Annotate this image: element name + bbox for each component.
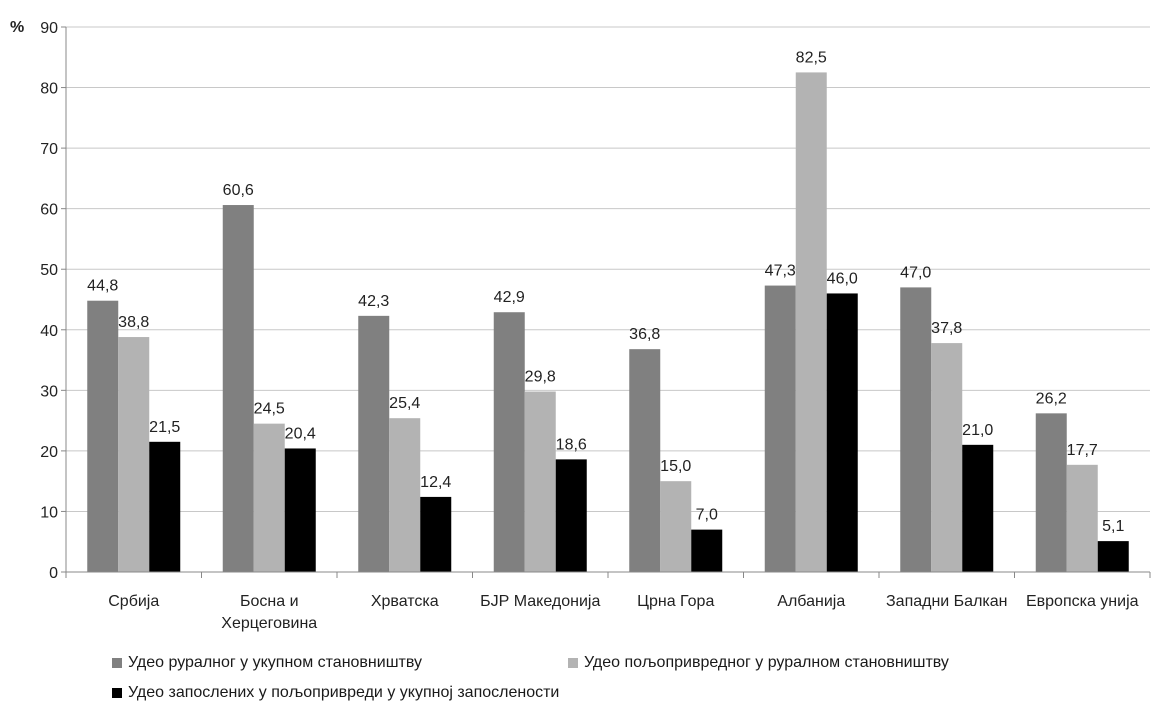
x-category-label: Црна Гора (637, 593, 714, 610)
data-label: 46,0 (827, 270, 858, 287)
bar (149, 441, 181, 572)
y-tick-label: 50 (40, 262, 58, 279)
bar (691, 529, 723, 572)
data-labels: 44,8 38,8 21,5 60,6 24,520,4 42,3 25,4 12,4 42,9… (87, 49, 1124, 535)
y-tick-label: 30 (40, 383, 58, 400)
bar (284, 448, 316, 572)
bar (900, 287, 932, 572)
data-label: 36,8 (629, 326, 660, 343)
legend-swatch-rural (112, 658, 122, 668)
bar-chart: % 0 10 20 30 40 50 60 70 80 90 44,8 38,8 21,5 60,6 24… (10, 19, 1151, 632)
data-label: 17,7 (1067, 442, 1098, 459)
data-label: 42,3 (358, 293, 389, 310)
legend-item-rural: Удео руралног у укупном становништву (112, 654, 422, 672)
y-tick-label: 80 (40, 81, 58, 98)
y-tick-label: 40 (40, 323, 58, 340)
bar (358, 315, 390, 572)
x-category-label: Европска унија (1026, 593, 1139, 610)
data-label: 12,4 (420, 474, 451, 491)
data-label: 42,9 (494, 289, 525, 306)
data-label: 5,1 (1102, 518, 1124, 535)
bar (87, 300, 119, 572)
bar (253, 423, 285, 572)
y-axis-ticks: 0 10 20 30 40 50 60 70 80 90 (40, 20, 66, 582)
bars (87, 72, 1129, 573)
x-category-label: Албанија (777, 593, 845, 610)
data-label: 47,3 (765, 263, 796, 280)
data-label: 26,2 (1036, 390, 1067, 407)
bar (118, 337, 150, 572)
data-label: 37,8 (931, 320, 962, 337)
bar (962, 444, 994, 572)
legend-label-rural: Удео руралног у укупном становништву (128, 654, 423, 671)
legend: Удео руралног у укупном становништву Уде… (112, 650, 1112, 710)
x-category-label: Босна и Херцеговина (221, 593, 317, 632)
y-tick-label: 20 (40, 444, 58, 461)
bar (931, 343, 963, 572)
x-category-label: Западни Балкан (886, 593, 1008, 610)
y-tick-label: 60 (40, 202, 58, 219)
y-tick-label: 10 (40, 504, 58, 521)
x-category-label: Хрватска (371, 593, 439, 610)
data-label: 20,4 (285, 425, 316, 442)
x-category-label: Србија (108, 593, 159, 610)
y-axis-unit-label: % (10, 19, 24, 36)
data-label: 15,0 (660, 458, 691, 475)
data-label: 29,8 (525, 369, 556, 386)
data-label: 44,8 (87, 278, 118, 295)
bar (764, 285, 796, 572)
y-tick-label: 0 (49, 565, 58, 582)
legend-label-agricultural: Удео пољопривредног у руралном становниш… (584, 654, 949, 671)
bar (629, 349, 661, 572)
data-label: 60,6 (223, 182, 254, 199)
x-category-label: БЈР Македонија (480, 593, 600, 610)
legend-item-agricultural: Удео пољопривредног у руралном становниш… (568, 654, 949, 672)
bar (795, 72, 827, 573)
bar (1097, 541, 1129, 572)
data-label: 38,8 (118, 314, 149, 331)
legend-label-employed: Удео запослених у пољопривреди у укупној… (128, 684, 560, 701)
data-label: 82,5 (796, 49, 827, 66)
y-tick-label: 90 (40, 20, 58, 37)
bar (1035, 413, 1067, 572)
bar (420, 496, 452, 572)
data-label: 21,5 (149, 419, 180, 436)
data-label: 24,5 (254, 401, 285, 418)
bar (389, 418, 421, 572)
data-label: 21,0 (962, 422, 993, 439)
legend-swatch-employed (112, 688, 122, 698)
legend-item-employed: Удео запослених у пољопривреди у укупној… (112, 684, 559, 702)
y-tick-label: 70 (40, 141, 58, 158)
data-label: 18,6 (556, 436, 587, 453)
data-label: 47,0 (900, 264, 931, 281)
data-label: 7,0 (696, 507, 718, 524)
bar (555, 459, 587, 572)
data-label: 25,4 (389, 395, 420, 412)
bar (826, 293, 858, 572)
bar (222, 205, 254, 573)
bar (660, 481, 692, 572)
legend-swatch-agricultural (568, 658, 578, 668)
x-axis-categories: Србија Босна и Херцеговина Хрватска БЈР Маке… (65, 572, 1151, 632)
bar (493, 312, 525, 572)
bar (1066, 464, 1098, 572)
bar (524, 391, 556, 572)
